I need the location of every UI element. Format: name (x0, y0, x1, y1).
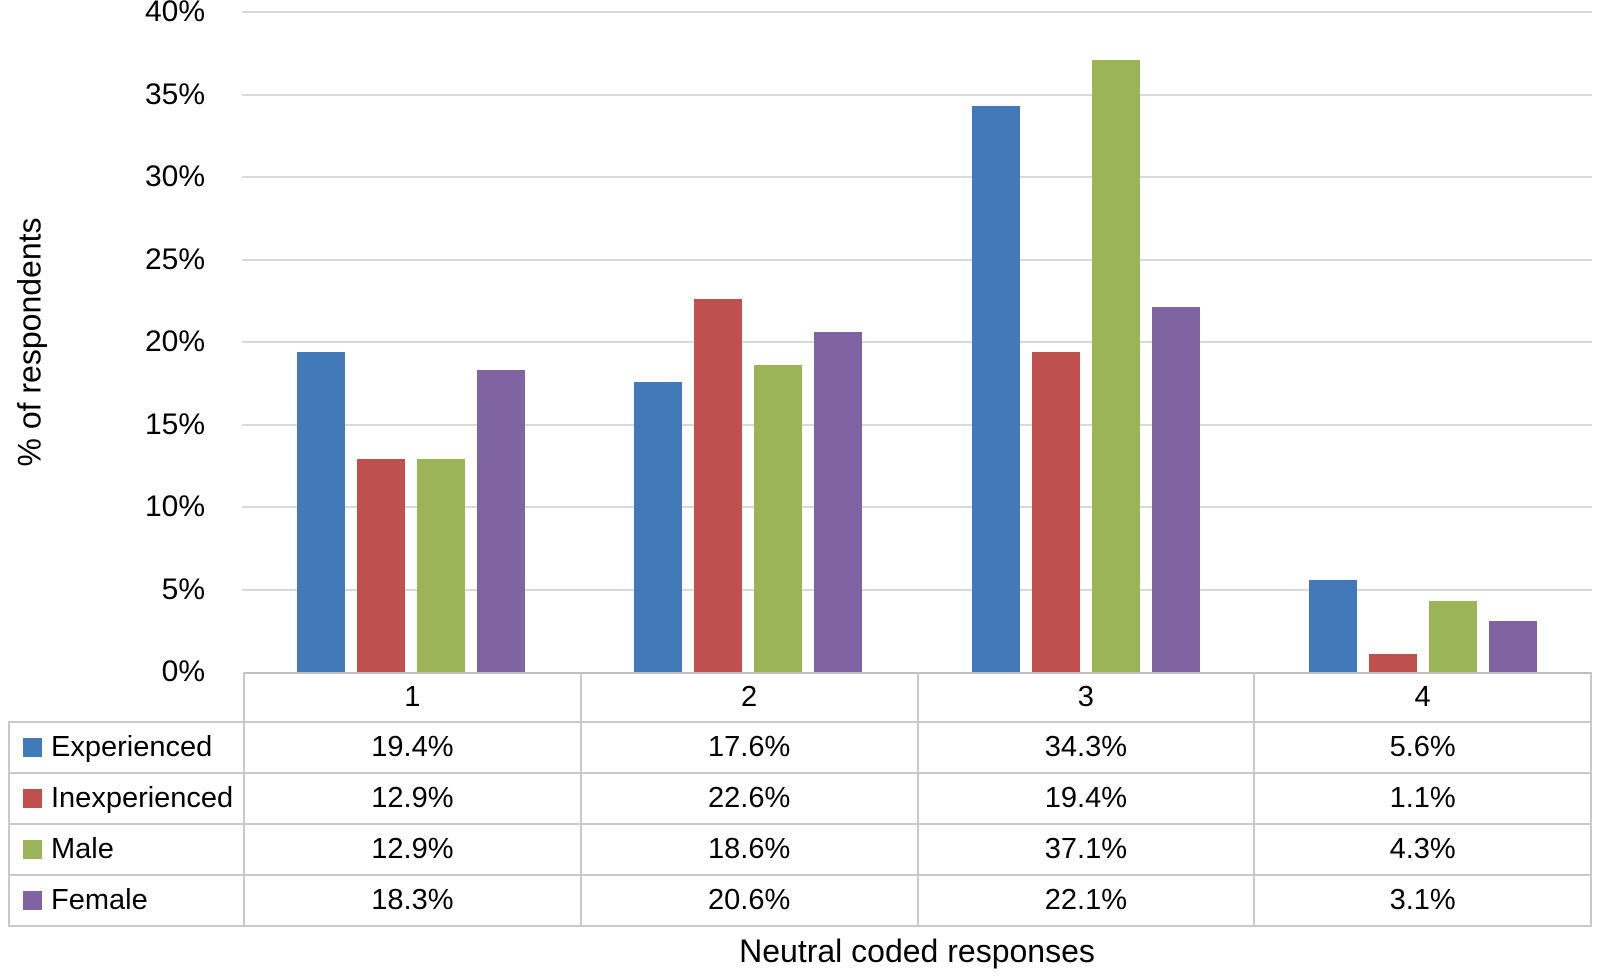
table-row-female: Female 18.3% 20.6% 22.1% 3.1% (8, 874, 1592, 927)
plot-area (242, 11, 1592, 672)
legend-swatch-male (23, 840, 42, 859)
category-header: 2 (579, 672, 919, 723)
value-cell: 22.1% (916, 874, 1256, 927)
value-cell: 34.3% (916, 721, 1256, 774)
y-tick-label: 40% (144, 0, 205, 28)
y-tick-label: 5% (161, 572, 205, 606)
value-cell: 19.4% (916, 772, 1256, 825)
value-cell: 20.6% (579, 874, 919, 927)
bar-female (1151, 307, 1200, 672)
bar-male (1091, 59, 1140, 672)
legend-item-male: Male (8, 823, 245, 876)
legend-swatch-experienced (23, 738, 42, 757)
legend-label: Inexperienced (51, 782, 234, 814)
value-cell: 19.4% (243, 721, 582, 774)
bar-experienced (971, 106, 1020, 672)
bar-inexperienced (1031, 351, 1080, 672)
table-corner-cell (9, 673, 245, 723)
value-cell: 5.6% (1253, 721, 1592, 774)
legend-inner: Inexperienced (11, 782, 242, 815)
gridline (242, 423, 1592, 426)
table-row-experienced: Experienced 19.4% 17.6% 34.3% 5.6% (8, 721, 1592, 774)
bar-female (476, 370, 525, 672)
bar-experienced (296, 351, 345, 672)
table-row-male: Male 12.9% 18.6% 37.1% 4.3% (8, 823, 1592, 876)
bar-inexperienced (694, 299, 743, 672)
bar-inexperienced (1369, 653, 1418, 672)
gridline (242, 11, 1592, 13)
value-cell: 18.3% (243, 874, 582, 927)
y-tick-label: 15% (144, 407, 205, 441)
gridline (242, 341, 1592, 343)
value-cell: 22.6% (579, 772, 919, 825)
bars-layer (242, 12, 1592, 672)
legend-item-inexperienced: Inexperienced (8, 772, 245, 825)
data-table-body: Experienced 19.4% 17.6% 34.3% 5.6% Inexperien… (8, 721, 1592, 927)
bar-male (754, 365, 803, 672)
y-axis-ticks: 0% 5% 10% 15% 20% 25% 30% 35% 40% (0, 0, 205, 979)
bar-inexperienced (356, 459, 405, 672)
gridline (242, 176, 1592, 178)
legend-label: Experienced (51, 731, 213, 763)
bar-experienced (634, 381, 683, 672)
bar-group-3 (917, 12, 1255, 672)
bar-experienced (1309, 579, 1358, 672)
legend-inner: Male (11, 833, 242, 866)
legend-label: Female (51, 884, 148, 916)
bar-female (1489, 620, 1538, 672)
gridline (242, 588, 1592, 591)
category-header: 3 (916, 672, 1256, 723)
legend-item-experienced: Experienced (8, 721, 245, 774)
legend-swatch-female (23, 891, 42, 910)
gridline (242, 258, 1592, 261)
bar-group-1 (242, 12, 580, 672)
category-header: 1 (243, 672, 582, 723)
value-cell: 4.3% (1253, 823, 1592, 876)
bar-group-4 (1255, 12, 1593, 672)
table-row-inexperienced: Inexperienced 12.9% 22.6% 19.4% 1.1% (8, 772, 1592, 825)
y-tick-label: 25% (144, 242, 205, 276)
value-cell: 1.1% (1253, 772, 1592, 825)
legend-swatch-inexperienced (23, 789, 42, 808)
y-tick-label: 35% (144, 77, 205, 111)
legend-inner: Female (11, 884, 242, 917)
bar-male (1429, 601, 1478, 672)
bar-male (416, 459, 465, 672)
category-header: 4 (1253, 672, 1592, 723)
y-tick-label: 20% (144, 325, 205, 358)
value-cell: 37.1% (916, 823, 1256, 876)
value-cell: 12.9% (243, 823, 582, 876)
bar-group-2 (580, 12, 918, 672)
y-tick-label: 10% (144, 490, 205, 523)
legend-item-female: Female (8, 874, 245, 927)
value-cell: 3.1% (1253, 874, 1592, 927)
legend-label: Male (51, 833, 114, 865)
bar-female (814, 332, 863, 672)
x-axis-title: Neutral coded responses (739, 933, 1095, 969)
value-cell: 17.6% (579, 721, 919, 774)
legend-inner: Experienced (11, 731, 242, 764)
value-cell: 12.9% (243, 772, 582, 825)
value-cell: 18.6% (579, 823, 919, 876)
y-tick-label: 30% (144, 160, 205, 193)
gridline (242, 506, 1592, 508)
gridline (242, 93, 1592, 96)
